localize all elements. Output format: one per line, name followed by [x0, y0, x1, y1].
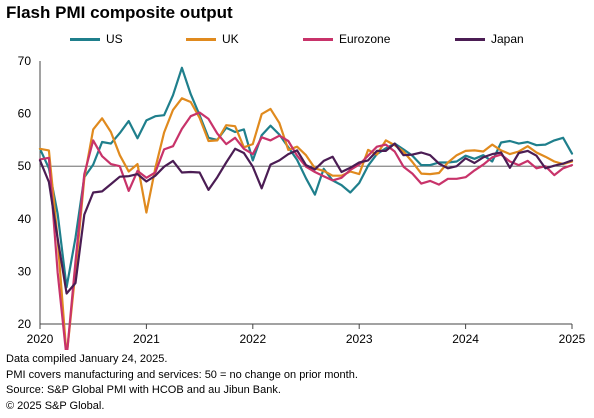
- y-tick-label: 70: [18, 54, 32, 68]
- footer-source-note: Source: S&P Global PMI with HCOB and au …: [6, 384, 281, 396]
- legend-swatch-japan: [455, 37, 485, 41]
- legend-label-us: US: [106, 32, 123, 46]
- series-line-uk: [38, 97, 574, 350]
- footer-copyright: © 2025 S&P Global.: [6, 399, 105, 412]
- legend-item-us: US: [70, 31, 123, 47]
- y-tick-label: 40: [18, 212, 32, 226]
- footer-coverage-note: PMI covers manufacturing and services: 5…: [6, 368, 358, 381]
- y-tick-label: 20: [18, 317, 32, 331]
- chart-title: Flash PMI composite output: [6, 3, 233, 22]
- legend-label-uk: UK: [222, 32, 239, 46]
- legend-item-japan: Japan: [455, 31, 524, 47]
- footer-date-note: Data compiled January 24, 2025.: [6, 353, 168, 365]
- legend-swatch-eurozone: [303, 37, 333, 41]
- chart-legend: US UK Eurozone Japan: [0, 31, 594, 47]
- y-tick-label: 50: [18, 159, 32, 173]
- series-line-eurozone: [38, 111, 574, 350]
- x-tick-label: 2023: [346, 332, 373, 346]
- y-tick-label: 60: [18, 107, 32, 121]
- legend-item-uk: UK: [186, 31, 239, 47]
- x-tick-label: 2021: [133, 332, 160, 346]
- legend-swatch-us: [70, 37, 100, 41]
- x-tick-label: 2022: [239, 332, 266, 346]
- series-line-japan: [38, 142, 574, 295]
- y-tick-label: 30: [18, 264, 32, 278]
- legend-item-eurozone: Eurozone: [303, 31, 390, 47]
- x-tick-label: 2020: [27, 332, 54, 346]
- legend-label-eurozone: Eurozone: [339, 32, 391, 46]
- x-tick-label: 2025: [559, 332, 586, 346]
- legend-swatch-uk: [186, 37, 216, 41]
- chart-plot: 20 30 40 50 60 70 2020 2021 2022 2023 2024 2025: [18, 54, 586, 350]
- legend-label-japan: Japan: [491, 32, 524, 46]
- chart-footer: Data compiled January 24, 2025. PMI cove…: [6, 352, 358, 414]
- x-tick-label: 2024: [452, 332, 479, 346]
- series-line-us: [38, 66, 574, 289]
